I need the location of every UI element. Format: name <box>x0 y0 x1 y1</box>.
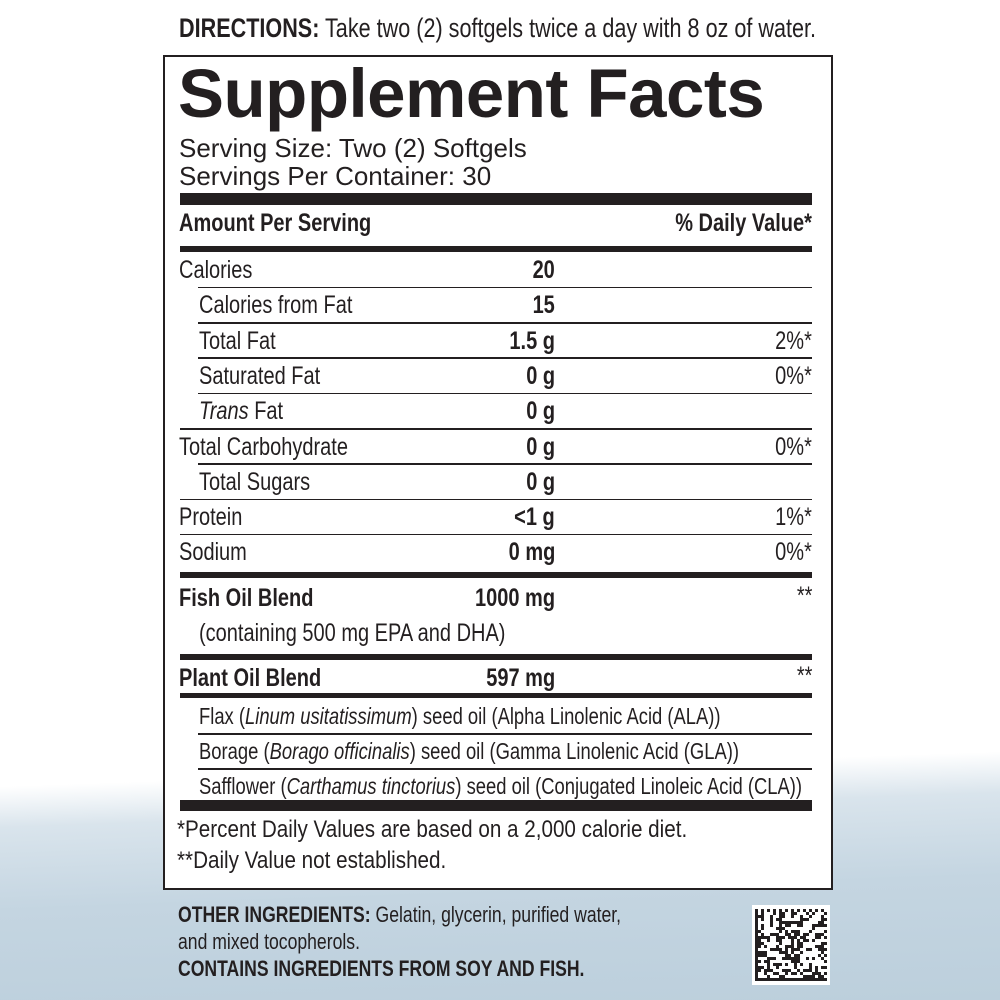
fish-oil-amount: 1000 mg <box>474 584 555 612</box>
nutrient-name: Protein <box>179 500 258 534</box>
nutrient-amount: <1 g <box>514 503 555 532</box>
panel-title: Supplement Facts <box>178 55 765 132</box>
divider-thick <box>180 572 812 578</box>
divider-medium <box>180 693 812 698</box>
component-pre: Flax ( <box>199 703 245 729</box>
nutrient-name-text: Protein <box>179 503 243 532</box>
plant-oil-name: Plant Oil Blend <box>179 664 322 692</box>
other-ingredients: OTHER INGREDIENTS: Gelatin, glycerin, pu… <box>178 902 732 928</box>
nutrient-name-text: Sodium <box>179 538 247 567</box>
nutrient-name: Total Carbohydrate <box>179 430 390 464</box>
nutrient-dv: 1%* <box>775 503 812 532</box>
nutrient-name: Total Sugars <box>199 465 338 499</box>
plant-oil-component: Borage (Borago officinalis) seed oil (Ga… <box>199 734 874 768</box>
nutrient-name-italic: Trans <box>199 397 249 426</box>
nutrient-name-text: Total Carbohydrate <box>179 432 348 461</box>
divider-thin <box>198 357 812 359</box>
divider-thin <box>180 428 812 430</box>
servings-per-container: Servings Per Container: 30 <box>179 161 492 191</box>
divider-thin <box>180 533 812 536</box>
divider-thin <box>198 768 812 770</box>
plant-oil-component: Flax (Linum usitatissimum) seed oil (Alp… <box>199 699 851 733</box>
daily-value-header: % Daily Value* <box>675 209 812 237</box>
component-latin: Linum usitatissimum <box>245 703 412 729</box>
nutrient-amount: 0 g <box>526 432 555 461</box>
nutrient-name-text: Total Fat <box>199 326 276 355</box>
directions-label: DIRECTIONS: <box>179 13 320 43</box>
divider-medium <box>180 246 812 252</box>
divider-thick <box>180 654 812 660</box>
nutrient-amount: 0 g <box>526 467 555 496</box>
serving-size: Serving Size: Two (2) Softgels <box>179 133 527 163</box>
nutrient-dv: 0%* <box>775 432 812 461</box>
component-pre: Safflower ( <box>199 773 287 799</box>
nutrient-name: Calories <box>179 253 271 287</box>
other-ingredients-continued: and mixed tocopherols. <box>178 929 360 954</box>
nutrient-name: Trans Fat <box>199 394 304 428</box>
nutrient-dv: 2%* <box>775 326 812 355</box>
nutrient-amount: 0 g <box>526 397 555 426</box>
amount-per-serving-header: Amount Per Serving <box>179 209 372 237</box>
fish-oil-name: Fish Oil Blend <box>179 584 314 612</box>
nutrient-amount: 20 <box>532 256 555 284</box>
divider-thick <box>180 193 812 205</box>
nutrient-dv: 0%* <box>775 361 812 390</box>
nutrient-name: Calories from Fat <box>199 288 391 322</box>
divider-thin <box>198 286 812 289</box>
divider-thin <box>198 322 812 324</box>
component-latin: Borago officinalis <box>269 738 410 764</box>
nutrient-name-text: Saturated Fat <box>199 361 321 390</box>
plant-oil-amount: 597 mg <box>486 664 555 692</box>
plant-oil-dv: ** <box>796 662 812 690</box>
component-latin: Carthamus tinctorius <box>286 773 456 799</box>
nutrient-name: Saturated Fat <box>199 359 350 393</box>
footnote-not-established: **Daily Value not established. <box>177 847 447 874</box>
footnote-daily-values: *Percent Daily Values are based on a 2,0… <box>177 816 688 843</box>
nutrient-name-text: Total Sugars <box>199 467 311 496</box>
nutrient-name-text: Fat <box>248 397 284 426</box>
nutrient-amount: 0 g <box>526 361 555 390</box>
fish-oil-note: (containing 500 mg EPA and DHA) <box>199 619 506 647</box>
nutrient-amount: 15 <box>532 291 555 320</box>
component-post: ) seed oil (Alpha Linolenic Acid (ALA)) <box>411 703 721 729</box>
nutrient-name-text: Calories from Fat <box>199 291 353 320</box>
other-ingredients-text: Gelatin, glycerin, purified water, <box>370 902 622 927</box>
component-pre: Borage ( <box>199 738 270 764</box>
divider-thin <box>180 498 812 501</box>
nutrient-name-text: Calories <box>179 256 253 284</box>
directions: DIRECTIONS: Take two (2) softgels twice … <box>179 13 975 44</box>
allergen-statement: CONTAINS INGREDIENTS FROM SOY AND FISH. <box>178 956 585 981</box>
nutrient-name: Sodium <box>179 535 264 569</box>
component-post: ) seed oil (Conjugated Linoleic Acid (CL… <box>455 773 803 799</box>
divider-thin <box>198 463 812 465</box>
divider-thin <box>198 392 812 395</box>
component-post: ) seed oil (Gamma Linolenic Acid (GLA)) <box>409 738 739 764</box>
nutrient-name: Total Fat <box>199 324 295 358</box>
directions-text: Take two (2) softgels twice a day with 8… <box>319 13 817 43</box>
other-ingredients-label: OTHER INGREDIENTS: <box>178 902 371 927</box>
data-matrix-code <box>752 905 830 985</box>
nutrient-amount: 1.5 g <box>509 326 555 355</box>
divider-thin <box>198 733 812 735</box>
divider-thick <box>180 800 812 811</box>
plant-oil-component: Safflower (Carthamus tinctorius) seed oi… <box>199 769 953 803</box>
nutrient-amount: 0 mg <box>508 538 555 567</box>
fish-oil-dv: ** <box>796 582 812 610</box>
nutrient-dv: 0%* <box>775 538 812 567</box>
